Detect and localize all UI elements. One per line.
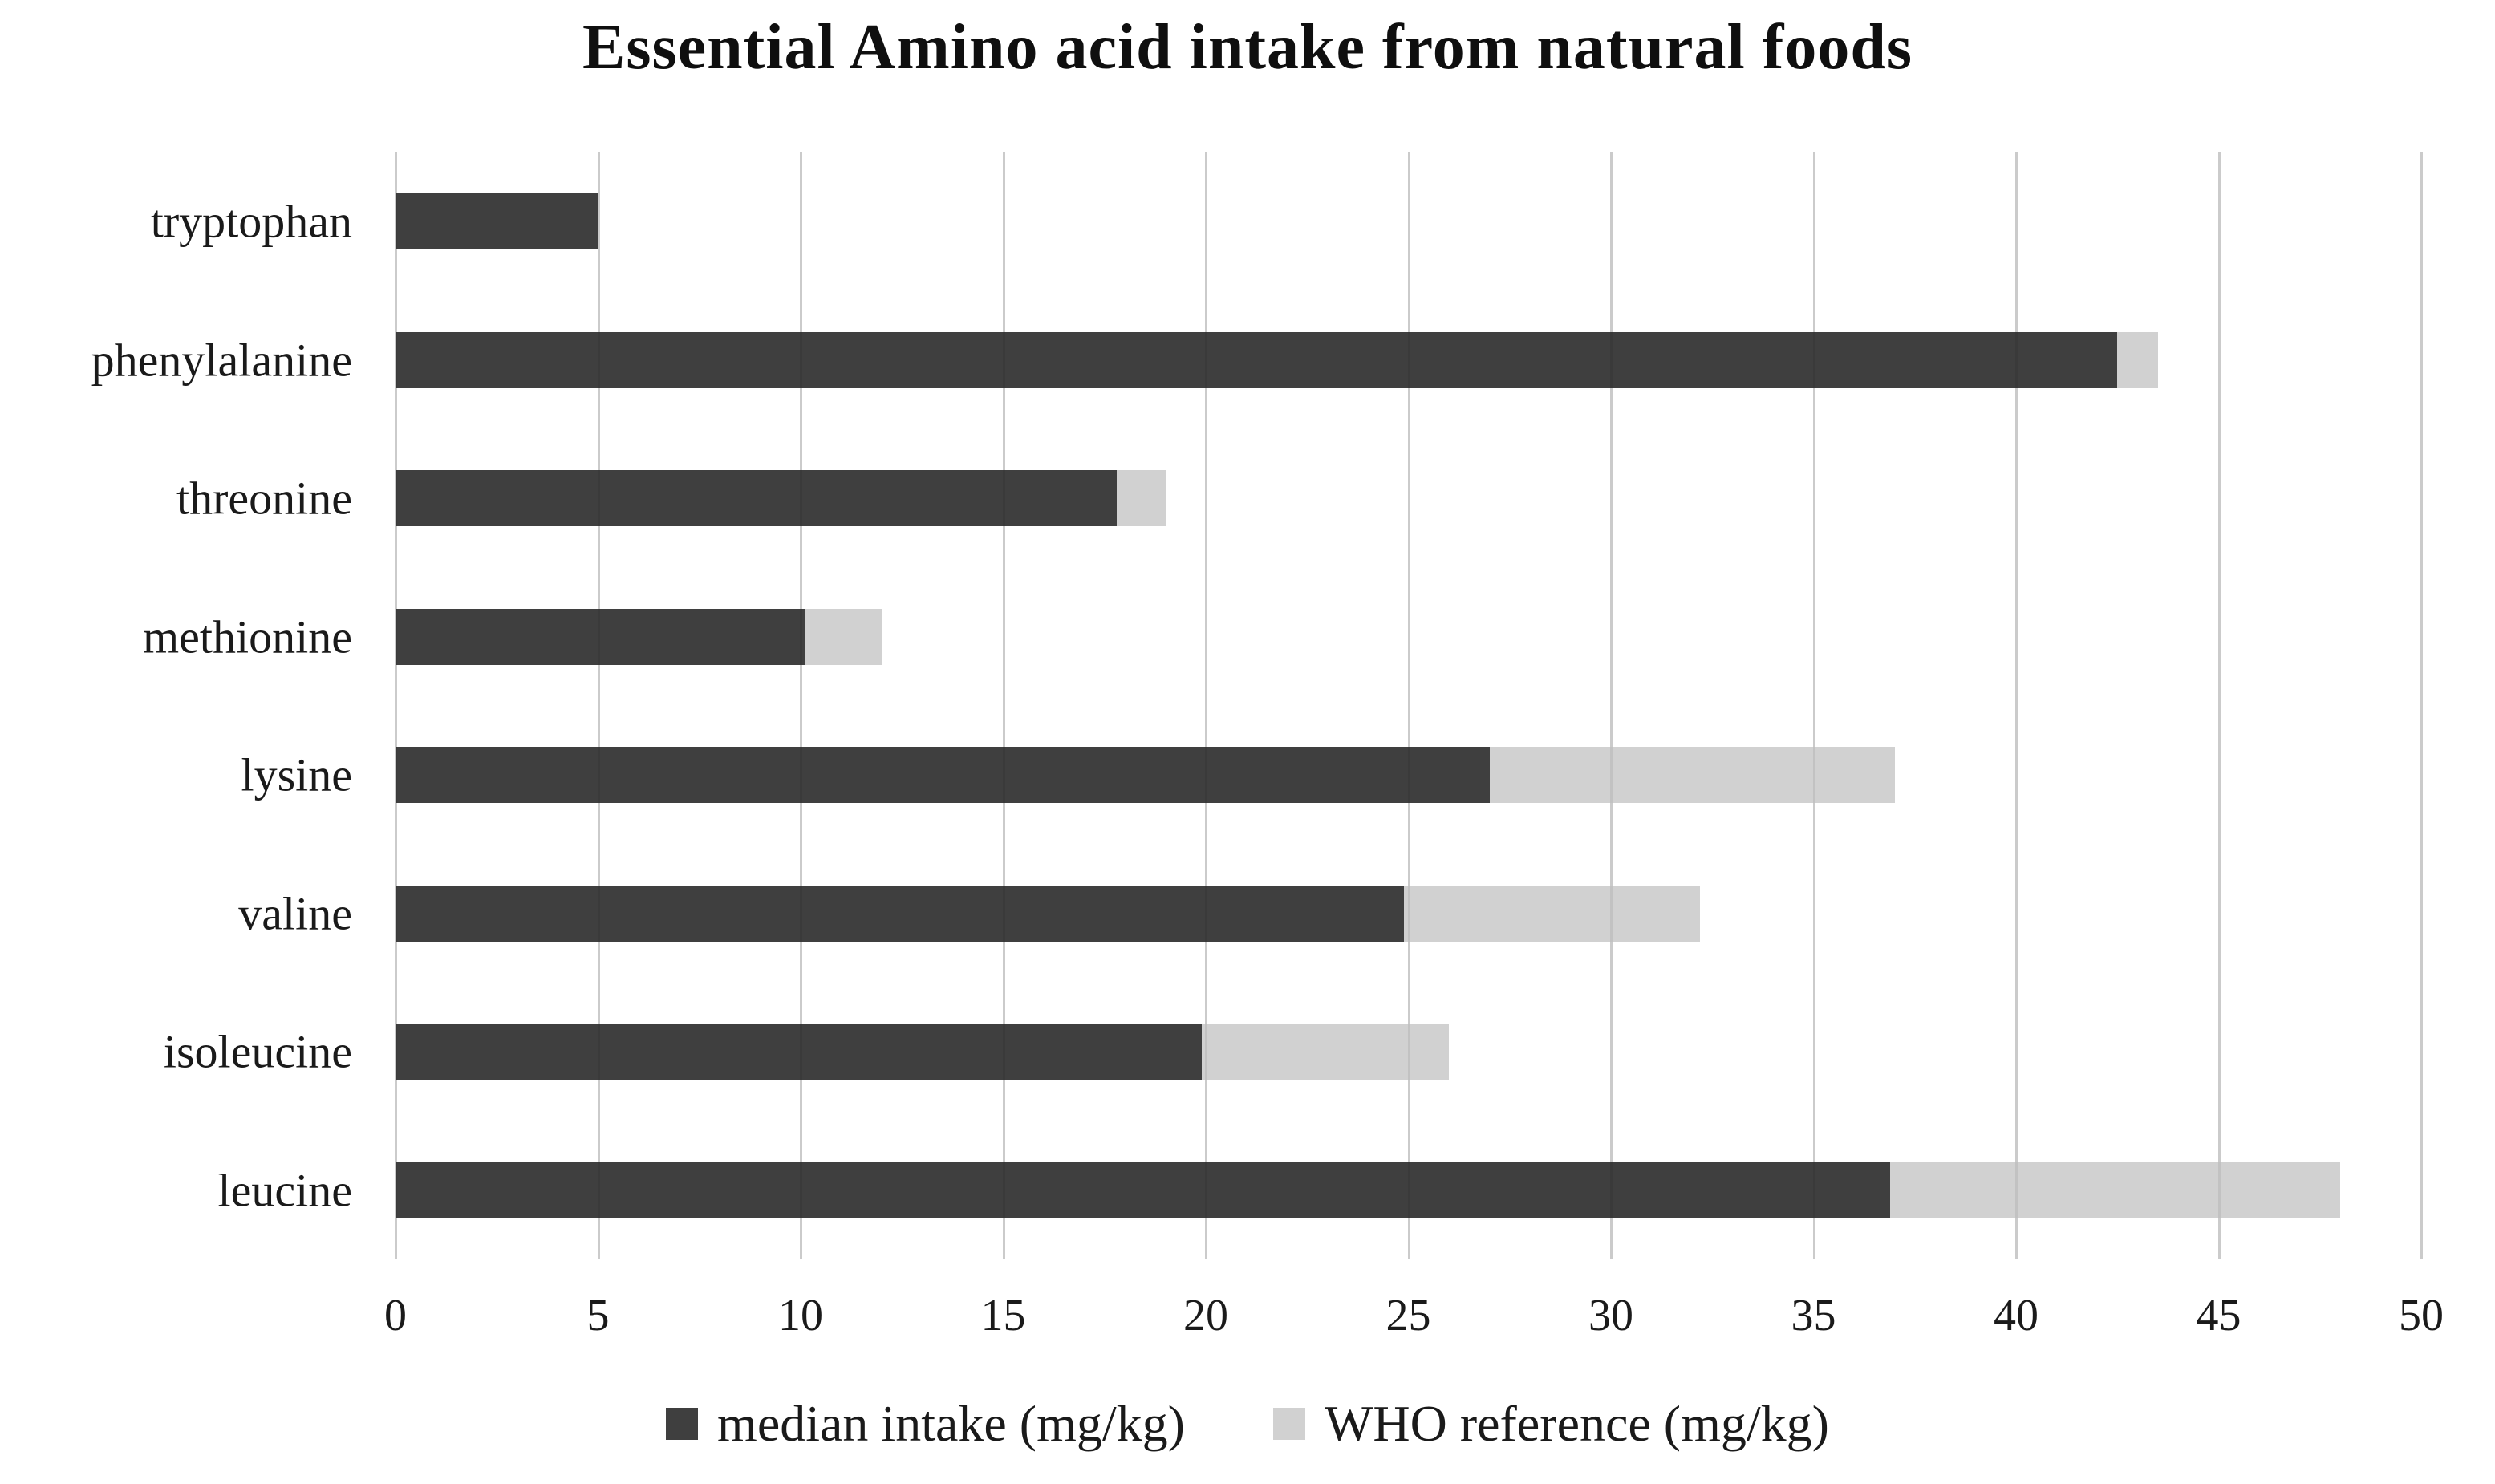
legend-label: median intake (mg/kg) [717, 1395, 1185, 1452]
bar-row-leucine [396, 1121, 2421, 1260]
x-axis-tick-0: 0 [384, 1291, 407, 1340]
x-axis-tick-10: 10 [778, 1291, 823, 1340]
y-axis-label-phenylalanine: phenylalanine [91, 334, 352, 387]
bar-row-phenylalanine [396, 291, 2421, 430]
gridline-overlay-x-0 [395, 152, 397, 1259]
x-axis-tick-15: 15 [980, 1291, 1026, 1340]
legend-item-who-reference: WHO reference (mg/kg) [1272, 1394, 1829, 1454]
bar-row-tryptophan [396, 152, 2421, 291]
x-axis-tick-5: 5 [586, 1291, 610, 1340]
y-axis-labels: tryptophan phenylalanine threonine methioni… [0, 152, 352, 1259]
gridline-overlay-x-45 [2217, 152, 2221, 1259]
median-intake-bar-lysine [396, 747, 1490, 804]
legend-label: WHO reference (mg/kg) [1324, 1395, 1829, 1452]
median-intake-bar-valine [396, 885, 1405, 942]
x-axis-tick-45: 45 [2196, 1291, 2241, 1340]
x-axis-tick-50: 50 [2399, 1291, 2444, 1340]
y-axis-label-threonine: threonine [176, 472, 352, 525]
legend-swatch-icon [1272, 1408, 1305, 1440]
gridline-x-30 [1610, 152, 1613, 1259]
median-intake-bar-phenylalanine [396, 331, 2118, 388]
legend-swatch-icon [666, 1408, 699, 1440]
x-axis-tick-30: 30 [1588, 1291, 1633, 1340]
median-intake-bar-methionine [396, 608, 805, 665]
gridline-overlay-x-40 [2015, 152, 2018, 1259]
chart-title: Essential Amino acid intake from natural… [582, 12, 1913, 83]
y-axis-label-methionine: methionine [143, 610, 352, 663]
gridline-x-35 [1812, 152, 1815, 1259]
median-intake-bar-leucine [396, 1162, 1891, 1218]
bar-row-valine [396, 845, 2421, 983]
median-intake-bar-tryptophan [396, 193, 598, 250]
x-axis-tick-25: 25 [1385, 1291, 1431, 1340]
legend: median intake (mg/kg) WHO reference (mg/k… [0, 1394, 2495, 1454]
y-axis-label-valine: valine [238, 887, 352, 940]
bar-row-isoleucine [396, 983, 2421, 1121]
gridline-x-10 [800, 152, 802, 1259]
gridline-x-20 [1205, 152, 1207, 1259]
bar-row-methionine [396, 568, 2421, 707]
bar-row-lysine [396, 706, 2421, 845]
plot-area [395, 152, 2423, 1260]
gridline-overlay-x-30 [1610, 152, 1613, 1259]
gridline-overlay-x-50 [2420, 152, 2423, 1259]
gridline-overlay-x-10 [800, 152, 802, 1259]
x-axis-tick-20: 20 [1183, 1291, 1228, 1340]
median-intake-bar-isoleucine [396, 1024, 1202, 1081]
gridline-x-25 [1407, 152, 1410, 1259]
gridline-x-15 [1002, 152, 1005, 1259]
y-axis-label-leucine: leucine [217, 1164, 352, 1217]
gridline-x-5 [597, 152, 600, 1259]
x-axis-tick-40: 40 [1994, 1291, 2039, 1340]
y-axis-label-lysine: lysine [241, 748, 352, 801]
y-axis-label-isoleucine: isoleucine [163, 1025, 352, 1078]
median-intake-bar-threonine [396, 470, 1117, 527]
gridline-x-40 [2015, 152, 2018, 1259]
gridline-overlay-x-15 [1002, 152, 1005, 1259]
x-axis-tick-35: 35 [1791, 1291, 1836, 1340]
gridline-overlay-x-35 [1812, 152, 1815, 1259]
gridline-x-0 [395, 152, 397, 1259]
legend-item-median-intake: median intake (mg/kg) [666, 1394, 1185, 1454]
gridline-overlay-x-5 [597, 152, 600, 1259]
y-axis-label-tryptophan: tryptophan [150, 195, 352, 248]
gridline-overlay-x-25 [1407, 152, 1410, 1259]
gridline-x-45 [2217, 152, 2221, 1259]
gridline-overlay-x-20 [1205, 152, 1207, 1259]
bar-row-threonine [396, 429, 2421, 568]
x-axis-labels: 0 5 10 15 20 25 30 35 40 45 50 [384, 1290, 2444, 1346]
gridline-x-50 [2420, 152, 2423, 1259]
